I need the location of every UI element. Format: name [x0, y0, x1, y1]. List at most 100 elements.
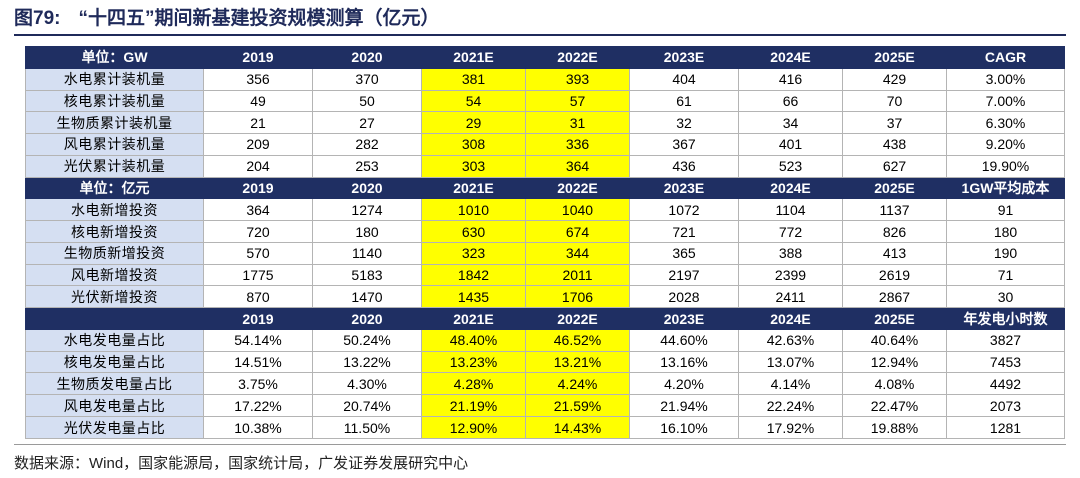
value-cell: 40.64% — [842, 328, 947, 352]
value-cell: 21 — [203, 111, 313, 135]
year-header-cell: 2020 — [312, 176, 422, 200]
bottom-divider — [14, 444, 1066, 445]
value-cell: 61 — [629, 89, 739, 113]
row-label-cell: 光伏发电量占比 — [25, 416, 204, 439]
table-row: 生物质新增投资 570 1140 323 344 365 388 413 190 — [25, 241, 1065, 265]
value-cell: 34 — [738, 111, 843, 135]
table-row: 光伏发电量占比 10.38% 11.50% 12.90% 14.43% 16.10% 17.… — [25, 416, 1065, 439]
value-cell: 31 — [525, 111, 630, 135]
value-cell: 16.10% — [629, 416, 739, 439]
table-row: 风电新增投资 1775 5183 1842 2011 2197 2399 2619 71 — [25, 263, 1065, 287]
value-cell: 1140 — [312, 241, 422, 265]
value-cell: 13.07% — [738, 350, 843, 374]
source-note: 数据来源：Wind，国家能源局，国家统计局，广发证券发展研究中心 — [14, 455, 469, 472]
row-label-cell: 光伏累计装机量 — [25, 154, 204, 178]
extra-value-cell: 7.00% — [946, 89, 1065, 113]
value-cell: 44.60% — [629, 328, 739, 352]
extra-value-cell: 7453 — [946, 350, 1065, 374]
row-label-cell: 生物质新增投资 — [25, 241, 204, 265]
year-header-cell: 2024E — [738, 176, 843, 200]
value-cell: 11.50% — [312, 416, 422, 439]
table-row: 风电累计装机量 209 282 308 336 367 401 438 9.20% — [25, 133, 1065, 156]
year-header-cell: 2022E — [525, 46, 630, 69]
value-cell: 1040 — [525, 198, 630, 222]
table-row: 生物质发电量占比 3.75% 4.30% 4.28% 4.24% 4.20% 4.14% 4.… — [25, 372, 1065, 396]
row-label-cell: 水电发电量占比 — [25, 328, 204, 352]
value-cell: 13.22% — [312, 350, 422, 374]
row-label-cell: 水电新增投资 — [25, 198, 204, 222]
year-header-cell: 2025E — [842, 176, 947, 200]
value-cell: 253 — [312, 154, 422, 178]
value-cell: 401 — [738, 133, 843, 156]
value-cell: 3.75% — [203, 372, 313, 396]
value-cell: 523 — [738, 154, 843, 178]
extra-value-cell: 1281 — [946, 416, 1065, 439]
value-cell: 48.40% — [421, 328, 526, 352]
value-cell: 22.24% — [738, 394, 843, 418]
value-cell: 364 — [203, 198, 313, 222]
value-cell: 21.59% — [525, 394, 630, 418]
value-cell: 2867 — [842, 285, 947, 309]
value-cell: 12.90% — [421, 416, 526, 439]
table-row: 光伏新增投资 870 1470 1435 1706 2028 2411 2867 30 — [25, 285, 1065, 309]
row-label-cell: 生物质发电量占比 — [25, 372, 204, 396]
value-cell: 381 — [421, 67, 526, 91]
row-label-cell: 风电累计装机量 — [25, 133, 204, 156]
extra-value-cell: 3827 — [946, 328, 1065, 352]
value-cell: 46.52% — [525, 328, 630, 352]
value-cell: 630 — [421, 220, 526, 243]
value-cell: 2011 — [525, 263, 630, 287]
value-cell: 336 — [525, 133, 630, 156]
value-cell: 870 — [203, 285, 313, 309]
value-cell: 21.19% — [421, 394, 526, 418]
table-row: 核电发电量占比 14.51% 13.22% 13.23% 13.21% 13.16% 13.… — [25, 350, 1065, 374]
value-cell: 1435 — [421, 285, 526, 309]
value-cell: 180 — [312, 220, 422, 243]
extra-value-cell: 3.00% — [946, 67, 1065, 91]
value-cell: 17.22% — [203, 394, 313, 418]
extra-value-cell: 9.20% — [946, 133, 1065, 156]
year-header-cell: 2020 — [312, 46, 422, 69]
value-cell: 436 — [629, 154, 739, 178]
extra-header-cell: 1GW平均成本 — [946, 176, 1065, 200]
year-header-cell: 2025E — [842, 307, 947, 330]
value-cell: 570 — [203, 241, 313, 265]
table-row: 核电累计装机量 49 50 54 57 61 66 70 7.00% — [25, 89, 1065, 113]
value-cell: 2411 — [738, 285, 843, 309]
value-cell: 4.30% — [312, 372, 422, 396]
value-cell: 209 — [203, 133, 313, 156]
row-label-cell: 光伏新增投资 — [25, 285, 204, 309]
table-body: 单位：GW 2019 2020 2021E 2022E 2023E 2024E 2025E CA… — [25, 46, 1065, 439]
value-cell: 388 — [738, 241, 843, 265]
year-header-cell: 2019 — [203, 176, 313, 200]
value-cell: 50.24% — [312, 328, 422, 352]
value-cell: 42.63% — [738, 328, 843, 352]
value-cell: 393 — [525, 67, 630, 91]
value-cell: 49 — [203, 89, 313, 113]
unit-header-cell: 单位：亿元 — [25, 176, 204, 200]
year-header-cell: 2021E — [421, 307, 526, 330]
value-cell: 1775 — [203, 263, 313, 287]
value-cell: 1842 — [421, 263, 526, 287]
value-cell: 367 — [629, 133, 739, 156]
extra-value-cell: 4492 — [946, 372, 1065, 396]
value-cell: 721 — [629, 220, 739, 243]
value-cell: 365 — [629, 241, 739, 265]
figure-title: 图79: “十四五”期间新基建投资规模测算（亿元） — [14, 4, 439, 34]
year-header-cell: 2023E — [629, 176, 739, 200]
value-cell: 29 — [421, 111, 526, 135]
value-cell: 21.94% — [629, 394, 739, 418]
value-cell: 429 — [842, 67, 947, 91]
value-cell: 37 — [842, 111, 947, 135]
value-cell: 4.24% — [525, 372, 630, 396]
year-header-cell: 2020 — [312, 307, 422, 330]
value-cell: 323 — [421, 241, 526, 265]
extra-value-cell: 190 — [946, 241, 1065, 265]
table-row: 光伏累计装机量 204 253 303 364 436 523 627 19.90% — [25, 154, 1065, 178]
table-row: 水电发电量占比 54.14% 50.24% 48.40% 46.52% 44.60% 42.… — [25, 328, 1065, 352]
value-cell: 2619 — [842, 263, 947, 287]
value-cell: 1706 — [525, 285, 630, 309]
value-cell: 344 — [525, 241, 630, 265]
unit-header-cell: 单位：GW — [25, 46, 204, 69]
value-cell: 720 — [203, 220, 313, 243]
